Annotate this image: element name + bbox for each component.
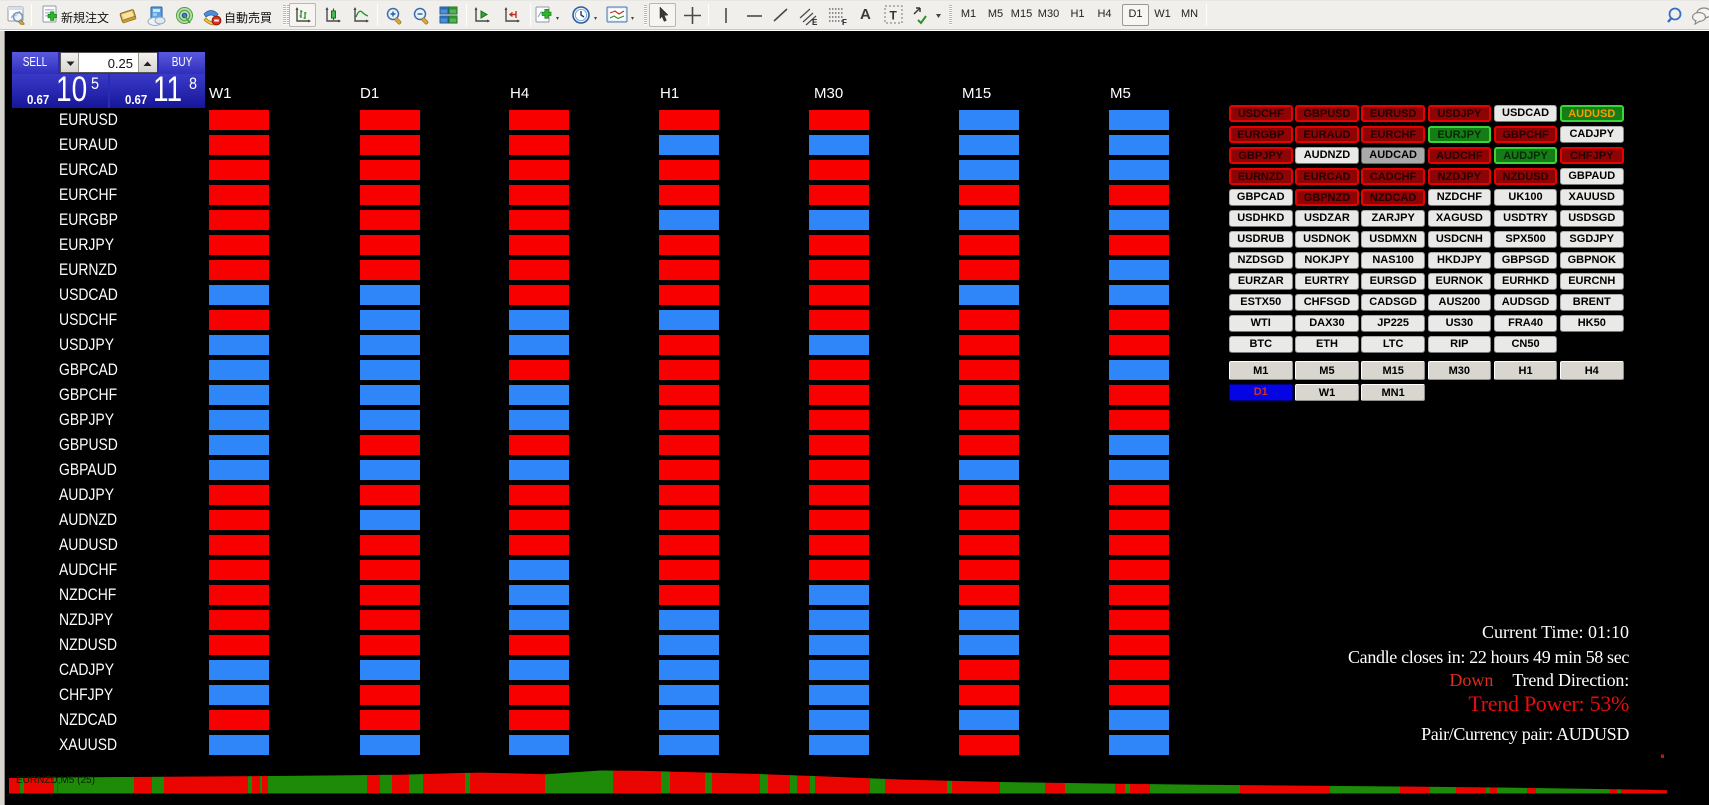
svg-text:T: T <box>890 9 898 23</box>
svg-text:EURNZD,M5 (25): EURNZD,M5 (25) <box>16 775 95 786</box>
svg-text:E: E <box>812 18 818 26</box>
svg-text:F: F <box>842 18 847 26</box>
